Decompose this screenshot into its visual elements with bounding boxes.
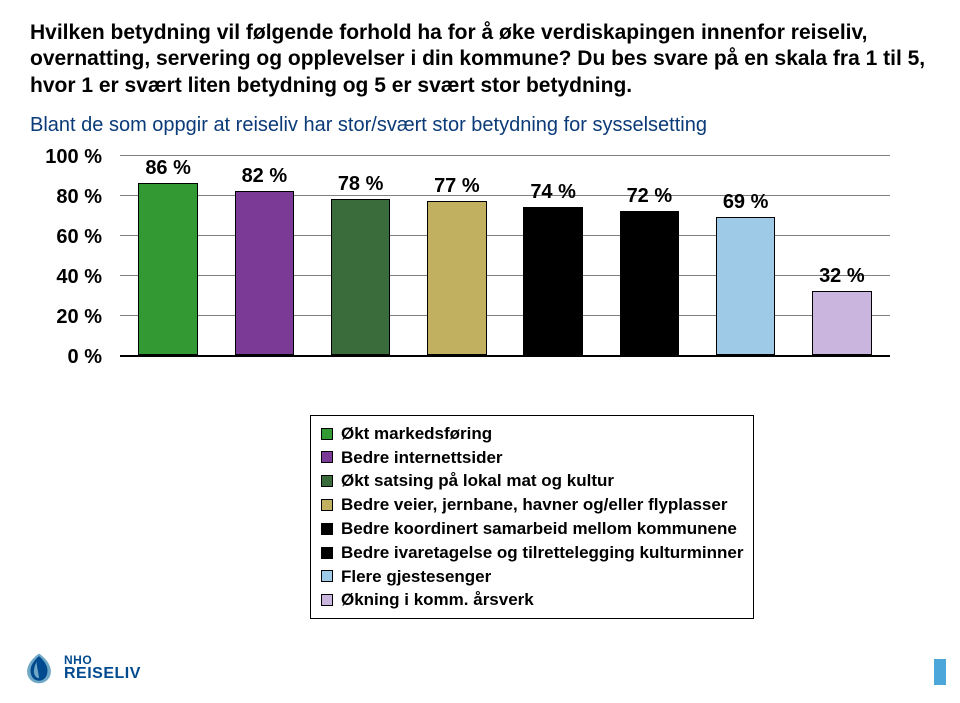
subtitle: Blant de som oppgir at reiseliv har stor… (30, 113, 930, 137)
legend-label: Økt satsing på lokal mat og kultur (341, 469, 614, 493)
legend-label: Bedre koordinert samarbeid mellom kommun… (341, 517, 737, 541)
legend-swatch (321, 451, 333, 463)
legend-item: Økning i komm. årsverk (321, 588, 743, 612)
bar: 78 % (331, 199, 391, 355)
bar: 82 % (235, 191, 295, 355)
legend-item: Økt markedsføring (321, 422, 743, 446)
y-tick-label: 40 % (30, 267, 102, 287)
legend-label: Bedre internettsider (341, 446, 503, 470)
y-tick-label: 0 % (30, 347, 102, 367)
legend-item: Bedre ivaretagelse og tilrettelegging ku… (321, 541, 743, 565)
legend-swatch (321, 547, 333, 559)
legend-label: Flere gjestesenger (341, 565, 491, 589)
slide-page: Hvilken betydning vil følgende forhold h… (0, 0, 960, 703)
legend-item: Bedre koordinert samarbeid mellom kommun… (321, 517, 743, 541)
bar-value-label: 77 % (434, 175, 480, 198)
legend-label: Bedre ivaretagelse og tilrettelegging ku… (341, 541, 743, 565)
x-baseline (120, 355, 890, 357)
bar-value-label: 72 % (627, 185, 673, 208)
legend-label: Bedre veier, jernbane, havner og/eller f… (341, 493, 727, 517)
bar: 72 % (620, 211, 680, 355)
nho-logo: NHO REISELIV (22, 651, 141, 685)
bar: 77 % (427, 201, 487, 355)
legend-swatch (321, 499, 333, 511)
bar-value-label: 32 % (819, 265, 865, 288)
headline: Hvilken betydning vil følgende forhold h… (30, 20, 930, 99)
legend-label: Økning i komm. årsverk (341, 588, 534, 612)
logo-text-bottom: REISELIV (64, 666, 141, 682)
nho-logo-icon (22, 651, 56, 685)
legend-item: Økt satsing på lokal mat og kultur (321, 469, 743, 493)
y-tick-label: 60 % (30, 227, 102, 247)
legend: Økt markedsføringBedre internettsiderØkt… (310, 415, 754, 619)
bar: 69 % (716, 217, 776, 355)
y-tick-label: 100 % (30, 147, 102, 167)
legend-swatch (321, 594, 333, 606)
legend-swatch (321, 428, 333, 440)
legend-swatch (321, 523, 333, 535)
bar-value-label: 69 % (723, 191, 769, 214)
bar-chart: 0 %20 %40 %60 %80 %100 % 86 %82 %78 %77 … (30, 155, 910, 405)
legend-swatch (321, 570, 333, 582)
legend-item: Flere gjestesenger (321, 565, 743, 589)
bar-value-label: 74 % (530, 181, 576, 204)
page-indicator (934, 659, 946, 685)
bars-layer: 86 % 82 % 78 % 77 % 74 % 72 % 69 % 32 % (120, 155, 890, 355)
bar: 74 % (523, 207, 583, 355)
bar: 32 % (812, 291, 872, 355)
legend-label: Økt markedsføring (341, 422, 492, 446)
bar: 86 % (138, 183, 198, 355)
legend-swatch (321, 475, 333, 487)
legend-item: Bedre internettsider (321, 446, 743, 470)
bar-value-label: 86 % (145, 157, 191, 180)
y-tick-label: 80 % (30, 187, 102, 207)
y-tick-label: 20 % (30, 307, 102, 327)
bar-value-label: 78 % (338, 173, 384, 196)
y-axis: 0 %20 %40 %60 %80 %100 % (30, 155, 110, 405)
bar-value-label: 82 % (242, 165, 288, 188)
legend-item: Bedre veier, jernbane, havner og/eller f… (321, 493, 743, 517)
